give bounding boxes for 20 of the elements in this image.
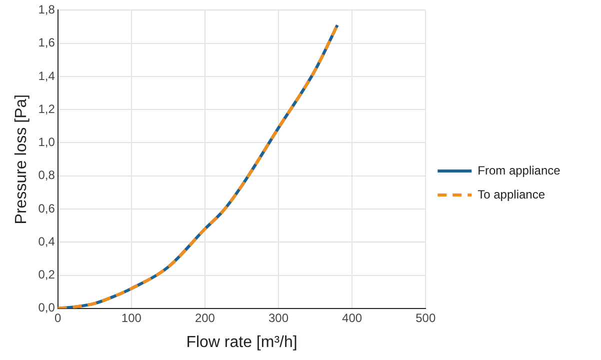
legend-label: To appliance xyxy=(478,187,552,202)
x-tick-label: 500 xyxy=(416,310,436,325)
y-tick-label: 1,2 xyxy=(38,102,56,116)
x-tick-label: 0 xyxy=(54,310,62,325)
y-tick-label: 1,0 xyxy=(38,135,56,150)
y-tick-label: 0,2 xyxy=(38,268,56,282)
y-tick-label: 0,4 xyxy=(38,234,56,248)
y-tick-label: 1,8 xyxy=(38,2,56,17)
y-tick-label: 0,0 xyxy=(38,300,56,315)
y-tick-label: 0,6 xyxy=(38,201,56,216)
x-axis-title: Flow rate [m³/h] xyxy=(186,334,298,351)
legend-label: From appliance xyxy=(478,163,567,178)
y-axis-title: Pressure loss [Pa] xyxy=(13,94,30,224)
y-tick-label: 0,8 xyxy=(38,168,56,182)
y-tick-label: 1,4 xyxy=(38,68,56,83)
y-tick-label: 1,6 xyxy=(38,36,56,50)
x-tick-label: 300 xyxy=(268,310,289,325)
x-tick-label: 200 xyxy=(194,310,216,325)
x-tick-label: 400 xyxy=(342,310,362,325)
x-tick-label: 100 xyxy=(121,310,142,325)
